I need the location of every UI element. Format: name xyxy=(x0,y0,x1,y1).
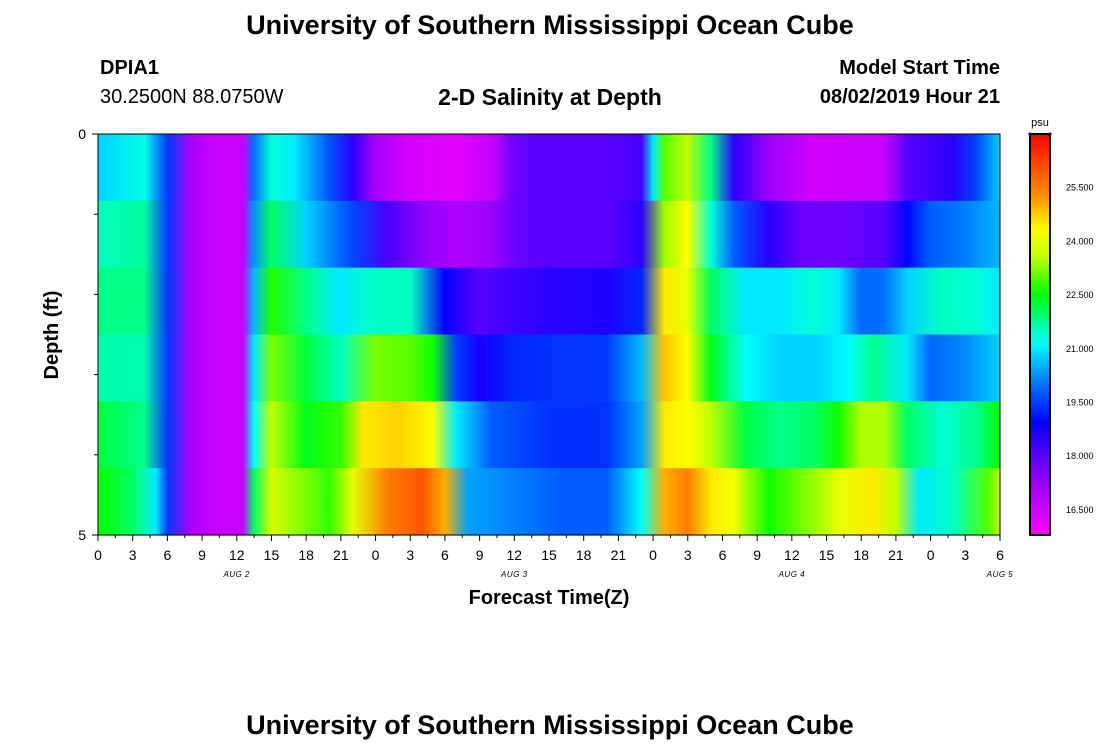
colorbar-tick-label: 24.000 xyxy=(1066,236,1094,246)
model-start-label: Model Start Time xyxy=(839,57,1000,79)
x-tick-label: 3 xyxy=(684,547,692,563)
x-tick-label: 21 xyxy=(888,547,904,563)
colorbar: psu 16.500 18.000 19.500 21.000 22.500 24.000 2… xyxy=(1028,117,1094,536)
bottom-title: University of Southern Mississippi Ocean… xyxy=(246,710,854,740)
day-label: AUG 2 xyxy=(223,570,251,579)
x-tick-label: 6 xyxy=(163,547,171,563)
colorbar-tick-label: 16.500 xyxy=(1066,505,1094,515)
day-label: AUG 5 xyxy=(986,570,1014,579)
heatmap-row-4 xyxy=(98,334,1000,402)
x-tick-label: 6 xyxy=(996,547,1004,563)
y-tick-label: 5 xyxy=(78,527,86,543)
x-tick-label: 6 xyxy=(719,547,727,563)
x-tick-label: 18 xyxy=(298,547,314,563)
day-label: AUG 4 xyxy=(778,570,806,579)
x-tick-label: 0 xyxy=(649,547,657,563)
day-label: AUG 3 xyxy=(500,570,528,579)
colorbar-tick-label: 18.000 xyxy=(1066,451,1094,461)
heatmap-row-1 xyxy=(98,134,1000,202)
top-title: University of Southern Mississippi Ocean… xyxy=(246,10,854,40)
station-id: DPIA1 xyxy=(100,57,159,79)
heatmap-row-3 xyxy=(98,267,1000,336)
y-axis: 05 xyxy=(78,126,98,543)
x-tick-label: 3 xyxy=(406,547,414,563)
salinity-heatmap-chart: 05 0 3 6 9 12 15 18 21 0 3 6 9 12 15 18 21 0 3 6 9 12 15 18 21 0… xyxy=(41,117,1094,609)
heatmap-row-6 xyxy=(98,468,1000,536)
x-tick-label: 21 xyxy=(333,547,349,563)
x-tick-label: 6 xyxy=(441,547,449,563)
heatmap-row-2 xyxy=(98,200,1000,269)
x-tick-label: 12 xyxy=(784,547,800,563)
colorbar-tick-label: 25.500 xyxy=(1066,183,1094,193)
colorbar-scale xyxy=(1029,133,1051,536)
colorbar-unit: psu xyxy=(1031,117,1049,129)
x-tick-label: 18 xyxy=(576,547,592,563)
colorbar-corner xyxy=(1028,132,1032,136)
x-tick-label: 12 xyxy=(507,547,523,563)
x-tick-label: 12 xyxy=(229,547,245,563)
x-tick-label: 0 xyxy=(94,547,102,563)
x-tick-label: 15 xyxy=(819,547,835,563)
x-axis-label: Forecast Time(Z) xyxy=(469,587,630,609)
colorbar-corner xyxy=(1048,132,1052,136)
x-tick-label: 15 xyxy=(264,547,280,563)
x-tick-label: 15 xyxy=(541,547,557,563)
model-start-value: 08/02/2019 Hour 21 xyxy=(819,86,1000,108)
x-tick-label: 9 xyxy=(476,547,484,563)
heatmap-row-5 xyxy=(98,401,1000,469)
y-tick-label: 0 xyxy=(78,126,86,142)
x-tick-label: 0 xyxy=(372,547,380,563)
heatmap-rows xyxy=(98,134,1000,536)
colorbar-tick-label: 21.000 xyxy=(1066,344,1094,354)
x-axis: 0 3 6 9 12 15 18 21 0 3 6 9 12 15 18 21 0 3 6 9 12 15 18 21 0 3 6 xyxy=(94,535,1004,563)
x-tick-label: 3 xyxy=(129,547,137,563)
station-location: 30.2500N 88.0750W xyxy=(100,86,284,108)
colorbar-tick-label: 19.500 xyxy=(1066,398,1094,408)
y-axis-label: Depth (ft) xyxy=(41,291,63,380)
x-tick-label: 9 xyxy=(753,547,761,563)
x-tick-label: 21 xyxy=(611,547,627,563)
x-tick-label: 9 xyxy=(198,547,206,563)
x-tick-label: 18 xyxy=(853,547,869,563)
day-labels: AUG 2 AUG 3 AUG 4 AUG 5 xyxy=(223,570,1014,579)
x-tick-label: 0 xyxy=(927,547,935,563)
x-tick-label: 3 xyxy=(961,547,969,563)
colorbar-tick-label: 22.500 xyxy=(1066,290,1094,300)
chart-title: 2-D Salinity at Depth xyxy=(438,84,662,110)
